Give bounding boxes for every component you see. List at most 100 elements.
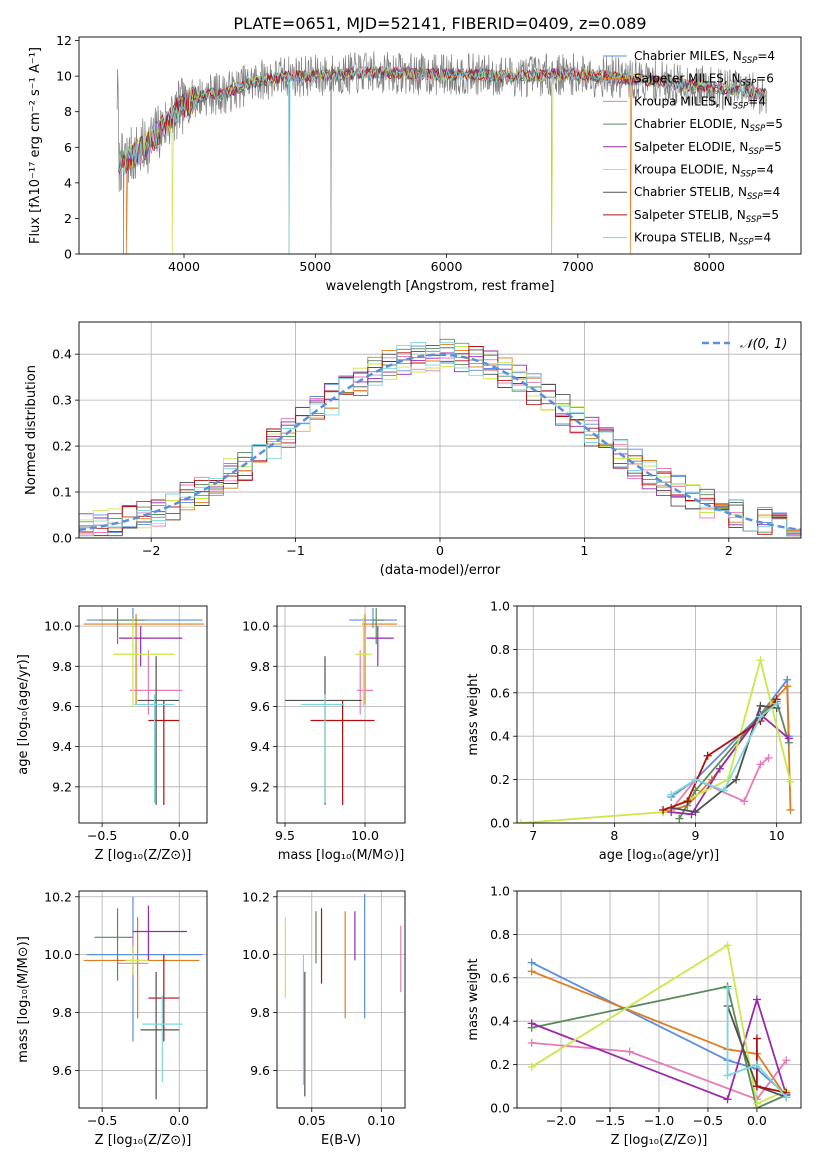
- weight-marker-salpeter_elodie: [784, 734, 793, 743]
- weight-marker-salpeter_stelib: [683, 797, 692, 806]
- tick-label-y: 9.6: [250, 1063, 270, 1078]
- model-line-kroupa_stelib: [118, 65, 767, 254]
- y-axis-label: Flux [fλ10⁻¹⁷ erg cm⁻² s⁻¹ A⁻¹]: [28, 47, 43, 244]
- tick-label-y: 0.3: [52, 393, 72, 408]
- tick-label-x: 0.0: [747, 1113, 767, 1128]
- tick-label-y: 0.2: [490, 772, 510, 787]
- weight-marker-kroupa_stelib: [719, 786, 728, 795]
- axes-frame: [78, 890, 208, 1109]
- panel-spectrum: 4000 5000 6000 7000 8000 0 2 4 6 8 10 12 wavelength …: [28, 33, 802, 294]
- tick-label-x: 8: [610, 828, 618, 843]
- tick-label-y: 12: [56, 33, 72, 48]
- tick-label-x: 4000: [168, 259, 200, 274]
- tick-label-x: 8000: [693, 259, 725, 274]
- y-axis-label: mass weight: [466, 958, 481, 1040]
- x-axis-label: mass [log₁₀(M/M⊙)]: [278, 848, 405, 863]
- weight-marker-chabrier_stelib: [691, 808, 700, 817]
- tick-label-y: 9.2: [52, 779, 72, 794]
- plot-area: [79, 338, 801, 537]
- weight-marker-kroupa_stelib: [772, 699, 781, 708]
- tick-label-y: 10.2: [44, 889, 72, 904]
- tick-label-x: 10.0: [351, 828, 379, 843]
- tick-label-y: 0.0: [490, 816, 510, 831]
- x-axis-label: (data-model)/error: [380, 563, 501, 578]
- legend-spectrum: Chabrier MILES, NSSP=4 Salpeter MILES, NS…: [603, 49, 783, 248]
- x-axis-label: wavelength [Angstrom, rest frame]: [326, 279, 555, 294]
- weight-line-salpeter_elodie: [531, 996, 788, 1101]
- weight-marker-kroupa_elodie: [517, 819, 526, 823]
- weight-marker-kroupa_elodie: [723, 941, 732, 950]
- errorbar-chabrier_miles: [86, 608, 203, 629]
- errorbar-chabrier_stelib: [140, 972, 180, 1100]
- weight-marker-kroupa_miles: [764, 753, 773, 762]
- tick-label-y: 6: [64, 140, 72, 155]
- axes-frame: [276, 605, 406, 824]
- tick-label-y: 9.8: [52, 659, 72, 674]
- y-axis-label: mass weight: [466, 673, 481, 755]
- x-axis-label: age [log₁₀(age/yr)]: [599, 848, 720, 863]
- tick-label-y: 9.4: [250, 739, 270, 754]
- errorbar-kroupa_elodie: [112, 618, 175, 707]
- tick-label-y: 9.8: [250, 659, 270, 674]
- weight-marker-kroupa_elodie: [752, 1099, 761, 1108]
- tick-label-x: −1.5: [595, 1113, 625, 1128]
- tick-label-y: 2: [64, 211, 72, 226]
- tick-label-x: 7000: [562, 259, 594, 274]
- panel-mass_vs_Z: −0.5 0.0 9.6 9.8 10.0 10.2 Z [log₁₀(Z/Z⊙)] mass…: [16, 889, 208, 1148]
- tick-label-y: 0.0: [52, 531, 72, 546]
- panel-age_vs_mass: 9.5 10.0 9.2 9.4 9.6 9.8 10.0 mass [log₁₀(M/M⊙)…: [242, 605, 406, 863]
- weight-marker-salpeter_miles: [527, 967, 536, 976]
- weight-marker-salpeter_elodie: [715, 764, 724, 773]
- errorbar-kroupa_elodie: [355, 618, 372, 707]
- plot-area: [527, 941, 791, 1108]
- weight-marker-chabrier_elodie: [675, 814, 684, 823]
- y-axis-label: mass [log₁₀(M/M⊙)]: [16, 936, 31, 1063]
- errorbar-salpeter_miles: [83, 614, 204, 705]
- weight-marker-kroupa_stelib: [752, 1060, 761, 1069]
- tick-label-x: 2: [725, 543, 733, 558]
- tick-label-x: −0.5: [87, 1113, 117, 1128]
- normal-reference-curve: [79, 353, 801, 532]
- axes-frame: [516, 890, 802, 1109]
- errorbar-chabrier_elodie: [94, 908, 133, 981]
- weight-marker-salpeter_stelib: [752, 1082, 761, 1091]
- weight-marker-salpeter_elodie: [752, 995, 761, 1004]
- y-axis-label: age [log₁₀(age/yr)]: [16, 654, 31, 775]
- tick-label-y: 0.0: [490, 1101, 510, 1116]
- tick-label-x: 0.0: [169, 1113, 189, 1128]
- plot-area: [116, 51, 767, 254]
- tick-label-y: 9.6: [250, 699, 270, 714]
- tick-label-y: 0.6: [490, 970, 510, 985]
- errorbar-chabrier_miles: [86, 896, 203, 1042]
- weight-marker-kroupa_stelib: [691, 775, 700, 784]
- tick-label-y: 0.6: [490, 685, 510, 700]
- plot-area: [83, 608, 204, 805]
- tick-label-y: 0.2: [490, 1057, 510, 1072]
- axes-frame: [78, 321, 802, 539]
- axes-frame: [276, 890, 406, 1109]
- tick-label-x: −2: [142, 543, 160, 558]
- tick-label-x: 0: [436, 543, 444, 558]
- tick-label-x: 0.10: [367, 1113, 395, 1128]
- y-axis-label: Normed distribution: [24, 365, 39, 495]
- weight-marker-chabrier_stelib: [756, 701, 765, 710]
- x-axis-label: Z [log₁₀(Z/Z⊙)]: [611, 1133, 708, 1148]
- weight-marker-kroupa_miles: [782, 1056, 791, 1065]
- weight-marker-salpeter_elodie: [527, 1019, 536, 1028]
- panel-weight_vs_Z: −2.0 −1.5 −1.0 −0.5 0.0 0.0 0.2 0.4 0.6 0.8 1.0 Z […: [466, 884, 802, 1148]
- errorbar-kroupa_elodie: [125, 945, 149, 975]
- errorbar-chabrier_stelib: [285, 656, 362, 805]
- errorbar-kroupa_miles: [357, 650, 373, 715]
- weight-marker-kroupa_stelib: [782, 1093, 791, 1102]
- errorbar-salpeter_elodie: [119, 626, 183, 667]
- axes-frame: [78, 605, 208, 824]
- weight-marker-kroupa_miles: [527, 1038, 536, 1047]
- weight-marker-kroupa_elodie: [756, 656, 765, 665]
- tick-label-y: 1.0: [490, 884, 510, 899]
- weight-marker-kroupa_elodie: [786, 777, 795, 786]
- errorbar-kroupa_stelib: [301, 694, 345, 803]
- legend-label-salpeter_stelib: Salpeter STELIB, NSSP=5: [634, 208, 779, 225]
- weight-marker-kroupa_stelib: [756, 712, 765, 721]
- tick-label-y: 10.0: [242, 619, 270, 634]
- tick-label-x: −0.5: [87, 828, 117, 843]
